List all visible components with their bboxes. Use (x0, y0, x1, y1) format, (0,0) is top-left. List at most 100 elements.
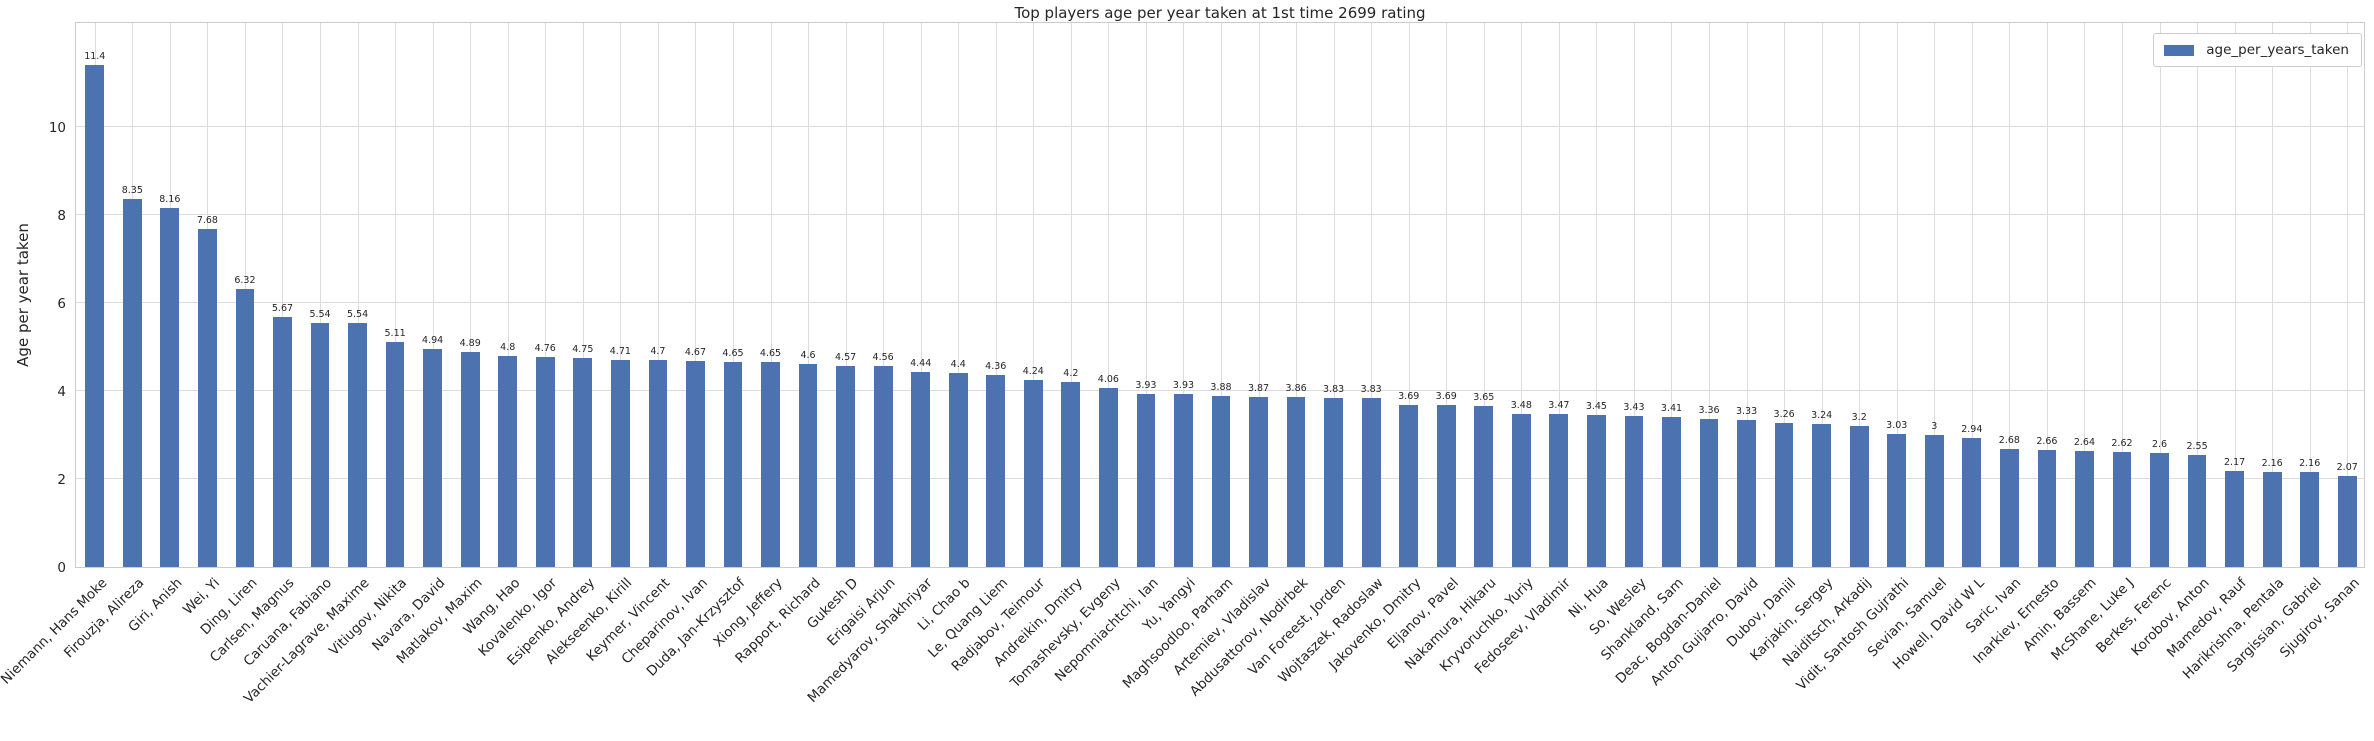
y-tick-label: 8 (57, 207, 66, 224)
bar-value-label: 3.86 (1285, 383, 1307, 395)
bar-value-label: 4.94 (422, 335, 444, 347)
bar-value-label: 3.69 (1398, 390, 1420, 402)
bar-value-label: 3.69 (1435, 390, 1457, 402)
vertical-gridline (2009, 23, 2011, 567)
y-tick-label: 6 (57, 295, 66, 312)
bar (1849, 426, 1869, 567)
bar (1211, 396, 1231, 567)
bar (1399, 404, 1419, 567)
vertical-gridline (883, 23, 885, 567)
horizontal-gridline (76, 301, 2364, 303)
vertical-gridline (2197, 23, 2199, 567)
vertical-gridline (1821, 23, 1823, 567)
legend-label: age_per_years_taken (2206, 42, 2349, 58)
bar (1624, 415, 1644, 567)
vertical-gridline (1333, 23, 1335, 567)
bar (273, 317, 292, 567)
vertical-gridline (2159, 23, 2161, 567)
vertical-gridline (732, 23, 734, 567)
bar (1061, 382, 1081, 567)
bar (1737, 420, 1756, 567)
bar-value-label: 2.68 (1998, 435, 2020, 446)
bar-value-label: 4.6 (800, 350, 816, 362)
bar (1774, 423, 1794, 567)
bar (1549, 414, 1569, 567)
vertical-gridline (1596, 23, 1598, 567)
bar (2075, 450, 2094, 567)
vertical-gridline (1746, 23, 1748, 567)
bar (2037, 449, 2057, 567)
bar-value-label: 2.94 (1961, 423, 1983, 435)
bar (1361, 398, 1381, 567)
bar (535, 357, 555, 567)
bar-value-label: 2.16 (2299, 457, 2321, 469)
bar (1098, 388, 1118, 567)
bar (198, 228, 217, 567)
bar-value-label: 4.89 (459, 337, 481, 349)
vertical-gridline (507, 23, 509, 567)
vertical-gridline (2272, 23, 2274, 567)
vertical-gridline (920, 23, 922, 567)
bar (1887, 433, 1907, 567)
legend: age_per_years_taken (2153, 33, 2362, 67)
vertical-gridline (1296, 23, 1298, 567)
bar-value-label: 2.64 (2073, 436, 2096, 448)
bar-value-label: 3.2 (1851, 412, 1867, 424)
vertical-gridline (1070, 23, 1072, 567)
bar (498, 355, 518, 567)
bar (686, 361, 705, 567)
horizontal-gridline (76, 389, 2364, 391)
vertical-gridline (320, 23, 322, 567)
chart-title: Top players age per year taken at 1st ti… (1014, 4, 1426, 22)
bar-value-label: 3.83 (1323, 384, 1345, 396)
bar (873, 366, 893, 567)
bar-value-label: 4.65 (759, 348, 782, 360)
bar (648, 360, 668, 567)
vertical-gridline (1408, 23, 1410, 567)
bar-value-label: 2.17 (2224, 457, 2246, 469)
vertical-gridline (2347, 23, 2349, 567)
bar (2300, 471, 2320, 567)
vertical-gridline (1896, 23, 1898, 567)
bar-value-label: 4.75 (572, 343, 594, 355)
bar (1174, 393, 1193, 567)
bar-value-label: 2.55 (2186, 440, 2208, 452)
bar-value-label: 3.43 (1623, 401, 1645, 413)
vertical-gridline (470, 23, 472, 567)
bar-value-label: 5.54 (346, 309, 369, 321)
bar (1023, 380, 1043, 567)
vertical-gridline (1183, 23, 1185, 567)
bar (1662, 416, 1681, 567)
vertical-gridline (1971, 23, 1973, 567)
bar (385, 342, 405, 567)
vertical-gridline (357, 23, 359, 567)
bar-value-label: 4.2 (1063, 368, 1079, 380)
bar-value-label: 3.48 (1510, 399, 1532, 411)
bar-value-label: 5.67 (271, 303, 294, 315)
vertical-gridline (1446, 23, 1448, 567)
y-tick-label: 0 (57, 560, 66, 576)
bar (122, 199, 142, 567)
bar-value-label: 2.6 (2151, 438, 2168, 450)
bar-value-label: 2.16 (2261, 457, 2283, 469)
vertical-gridline (1934, 23, 1936, 567)
bar-value-label: 5.11 (384, 328, 406, 339)
bar (723, 362, 743, 567)
vertical-gridline (958, 23, 960, 567)
bar (911, 371, 931, 567)
bar (761, 362, 780, 567)
bar-value-label: 8.16 (159, 193, 181, 205)
vertical-gridline (1859, 23, 1861, 567)
vertical-gridline (1371, 23, 1373, 567)
vertical-gridline (1521, 23, 1523, 567)
bar (1962, 437, 1982, 567)
bar (2262, 471, 2282, 567)
vertical-gridline (1558, 23, 1560, 567)
bar-value-label: 4.71 (609, 345, 631, 357)
bar (610, 359, 630, 567)
legend-color-swatch (2164, 44, 2195, 56)
bar-value-label: 3.65 (1473, 392, 1495, 404)
vertical-gridline (1221, 23, 1222, 567)
bar-value-label: 3.24 (1811, 410, 1833, 422)
